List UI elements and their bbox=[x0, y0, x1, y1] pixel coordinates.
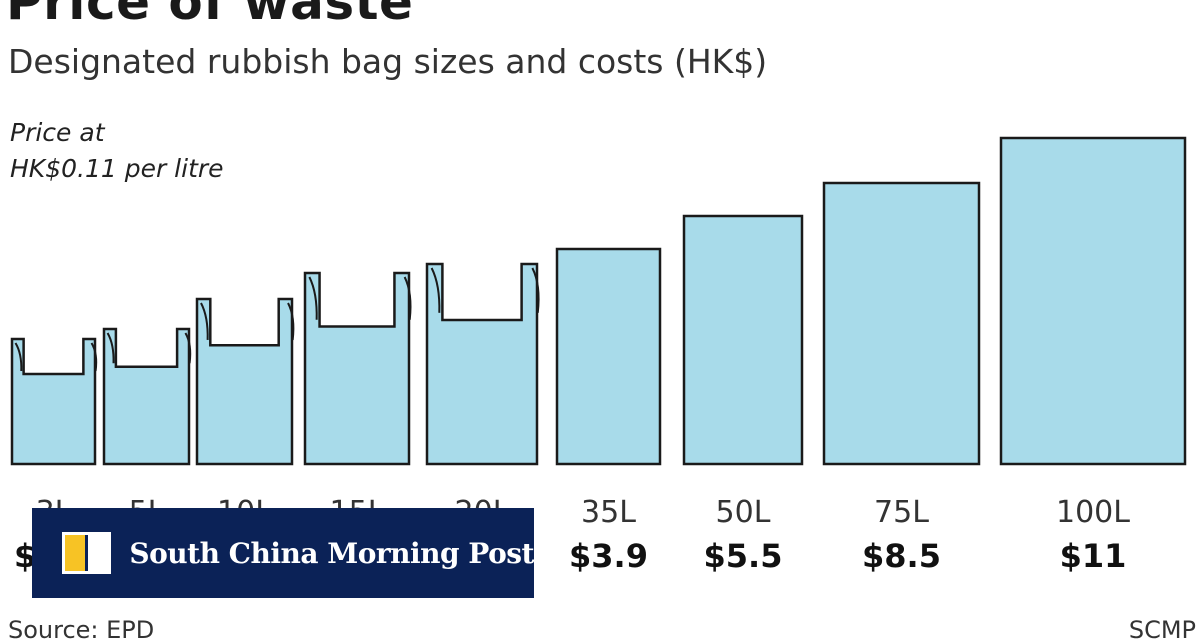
bag-handle-fold-right bbox=[184, 332, 192, 364]
size-label-100l: 100L bbox=[1056, 495, 1130, 530]
bag-50l bbox=[682, 214, 804, 466]
bag-5l bbox=[102, 327, 191, 466]
size-label-75l: 75L bbox=[874, 495, 929, 530]
chart-title: Price of waste bbox=[6, 0, 414, 31]
bag-handle-fold-right bbox=[403, 276, 412, 320]
bag-handle-fold-left bbox=[200, 302, 209, 340]
bag-chart: 3L$0.35L$0.610L$1.115L$1.720L$2.235L$3.9… bbox=[10, 136, 1187, 575]
chart-subtitle: Designated rubbish bag sizes and costs (… bbox=[8, 42, 768, 81]
price-note: Price at HK$0.11 per litre bbox=[10, 115, 270, 187]
price-note-line1: Price at bbox=[10, 118, 105, 147]
size-label-50l: 50L bbox=[716, 495, 771, 530]
price-note-line2: HK$0.11 per litre bbox=[10, 154, 224, 183]
bag-handle-fold-right bbox=[531, 267, 540, 313]
bag-20l bbox=[425, 262, 539, 466]
bag-handle-fold-left bbox=[106, 332, 115, 364]
bag-handle-fold-left bbox=[430, 267, 441, 313]
bag-100l bbox=[999, 136, 1187, 466]
bag-15l bbox=[303, 271, 411, 466]
bag-handle-fold-right bbox=[287, 302, 295, 341]
price-label-35l: $3.9 bbox=[569, 537, 648, 575]
price-label-100l: $11 bbox=[1060, 537, 1127, 575]
bag-handle-fold-right bbox=[90, 342, 98, 372]
publisher-name: South China Morning Post bbox=[129, 536, 534, 570]
credit-note: SCMP bbox=[1128, 616, 1196, 644]
price-label-50l: $5.5 bbox=[704, 537, 783, 575]
price-label-75l: $8.5 bbox=[862, 537, 941, 575]
scmp-logo-icon bbox=[62, 532, 112, 574]
bag-75l bbox=[822, 181, 981, 466]
bag-handle-fold-left bbox=[14, 342, 23, 372]
source-note: Source: EPD bbox=[8, 616, 155, 644]
bag-handle-fold-left bbox=[308, 276, 318, 320]
bag-10l bbox=[195, 297, 294, 466]
bag-3l bbox=[10, 337, 97, 466]
size-label-35l: 35L bbox=[581, 495, 636, 530]
bag-35l bbox=[555, 247, 662, 466]
scmp-logo-banner: South China Morning Post bbox=[32, 508, 534, 598]
